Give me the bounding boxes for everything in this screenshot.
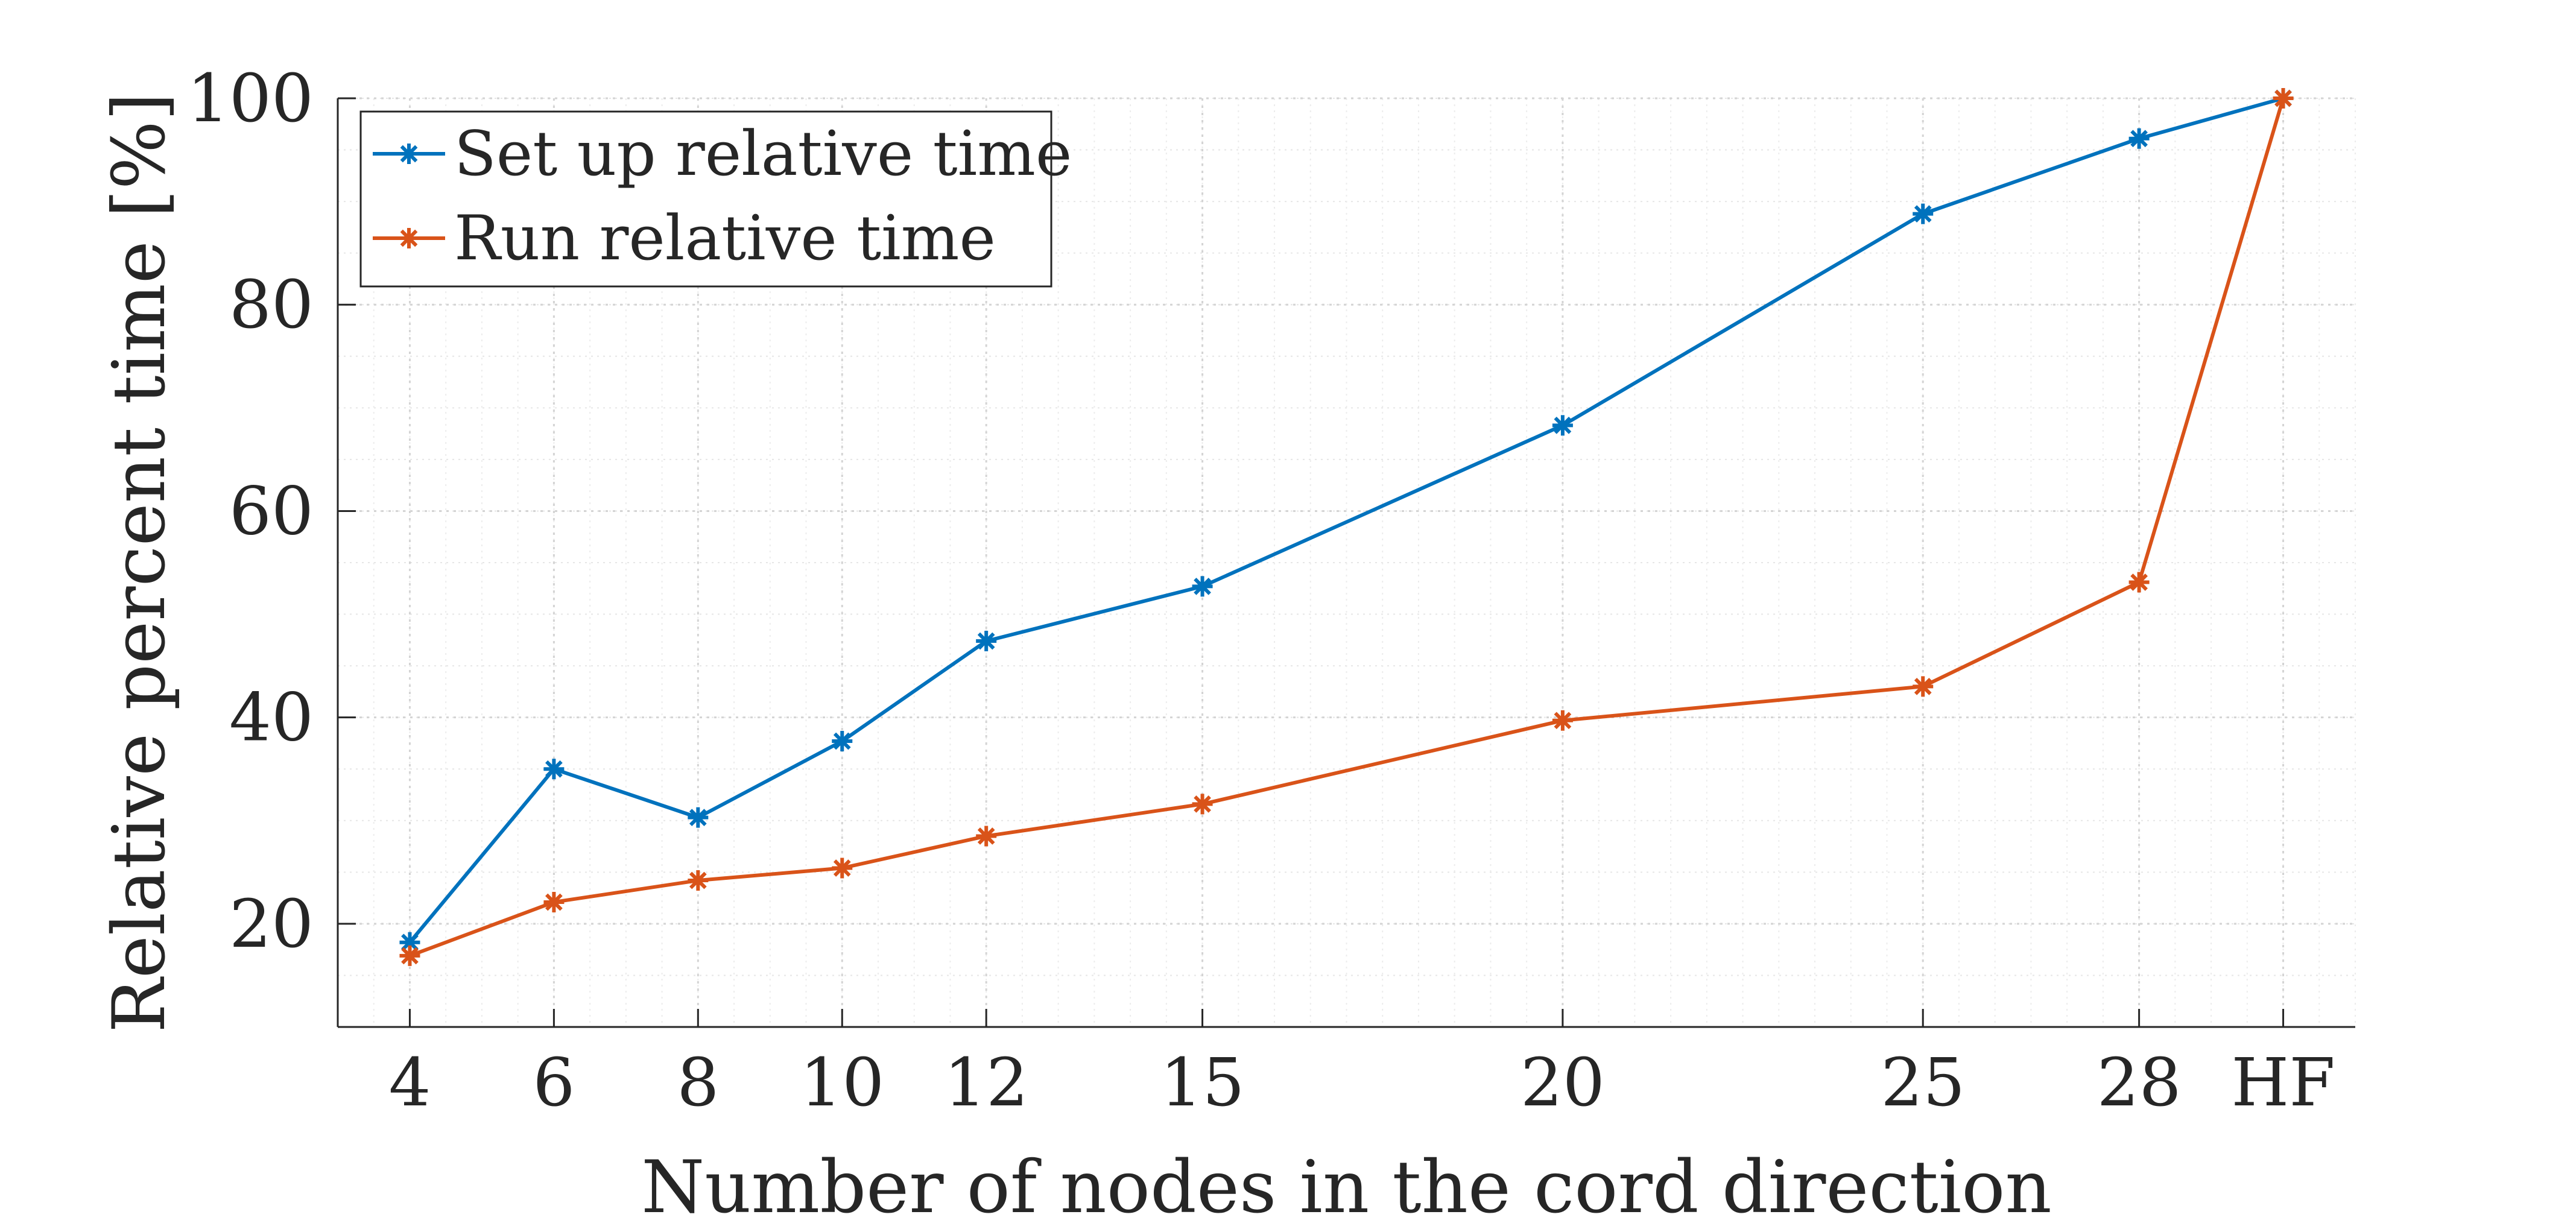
x-tick-label: 6 — [533, 1044, 575, 1121]
series-line — [409, 98, 2285, 958]
x-tick-label: 20 — [1521, 1044, 1605, 1121]
data-point — [2273, 88, 2294, 109]
data-point — [2128, 128, 2150, 149]
legend-entry: Set up relative time — [373, 118, 1072, 190]
series-layer — [399, 88, 2294, 966]
data-point — [688, 807, 709, 828]
grid — [337, 97, 2356, 1028]
data-point — [2128, 572, 2150, 593]
data-point — [688, 870, 709, 891]
data-point — [399, 144, 419, 164]
data-point — [1913, 676, 1934, 697]
x-axis-label: Number of nodes in the cord direction — [641, 1146, 2051, 1229]
data-point — [1192, 794, 1213, 815]
data-point — [399, 932, 420, 953]
x-tick-label: 12 — [944, 1044, 1028, 1121]
x-tick-label: 10 — [800, 1044, 884, 1121]
legend-box — [359, 110, 1052, 288]
x-tick-label: 15 — [1160, 1044, 1245, 1121]
data-point — [543, 891, 565, 912]
data-point — [976, 826, 997, 847]
data-point — [832, 858, 853, 879]
y-tick-label: 60 — [229, 472, 314, 549]
y-tick-label: 100 — [187, 60, 314, 137]
x-tick-label: 4 — [388, 1044, 431, 1121]
x-tick-label: 28 — [2097, 1044, 2182, 1121]
y-axis-label: Relative percent time [%] — [98, 92, 182, 1032]
data-point — [399, 945, 420, 966]
y-tick-label: 40 — [229, 679, 314, 756]
series-2 — [399, 88, 2294, 966]
x-tick-label: 25 — [1881, 1044, 1965, 1121]
y-tick-label: 20 — [229, 885, 314, 962]
y-tick-label: 80 — [229, 266, 314, 343]
legend-entries: Set up relative time Run relative time — [373, 118, 1072, 274]
data-point — [543, 759, 565, 780]
data-point — [1192, 576, 1213, 597]
legend: Set up relative time Run relative time — [359, 110, 1072, 288]
axes — [337, 97, 2355, 1028]
tick-labels: 20 40 60 80 100 4 6 8 10 12 15 20 25 28 HF — [187, 60, 2335, 1121]
data-point — [1552, 415, 1573, 436]
data-point — [1552, 710, 1573, 731]
x-tick-label: 8 — [677, 1044, 719, 1121]
series-line — [408, 96, 2284, 944]
x-tick-label: HF — [2231, 1044, 2335, 1121]
legend-label: Set up relative time — [454, 118, 1072, 190]
data-point — [1913, 203, 1934, 224]
legend-label: Run relative time — [454, 203, 996, 274]
legend-entry: Run relative time — [373, 203, 996, 274]
data-point — [399, 228, 419, 248]
data-point — [832, 731, 853, 752]
data-point — [976, 631, 997, 652]
